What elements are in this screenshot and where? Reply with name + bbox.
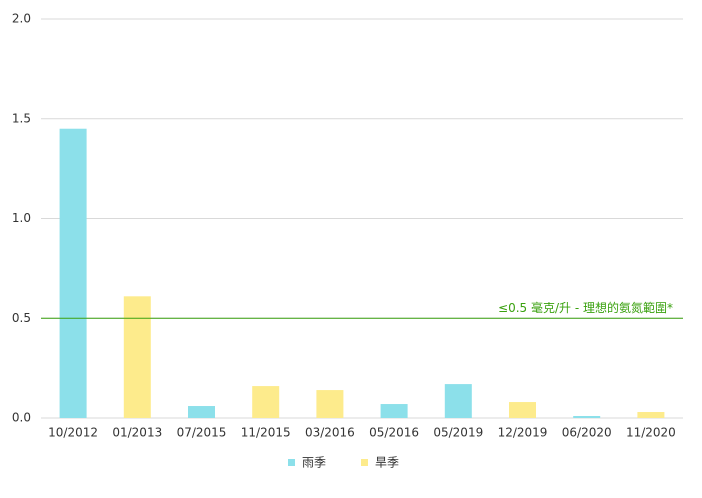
x-tick-label: 03/2016 bbox=[305, 426, 355, 440]
bar bbox=[444, 384, 472, 418]
bar bbox=[252, 386, 280, 418]
bar bbox=[316, 390, 344, 418]
x-tick-label: 06/2020 bbox=[562, 426, 612, 440]
legend-swatch bbox=[361, 459, 368, 466]
bar bbox=[59, 128, 87, 418]
bar bbox=[637, 412, 665, 418]
x-tick-label: 11/2020 bbox=[626, 426, 676, 440]
legend-label: 旱季 bbox=[375, 456, 399, 470]
x-tick-label: 12/2019 bbox=[498, 426, 548, 440]
x-tick-label: 01/2013 bbox=[112, 426, 162, 440]
x-tick-label: 11/2015 bbox=[241, 426, 291, 440]
x-tick-label: 07/2015 bbox=[177, 426, 227, 440]
legend-swatch bbox=[288, 459, 295, 466]
reference-label: ≤0.5 毫克/升 - 理想的氨氮範圍* bbox=[498, 300, 673, 315]
y-tick-label: 0.0 bbox=[12, 411, 31, 425]
legend-label: 雨季 bbox=[302, 456, 326, 470]
y-tick-label: 0.5 bbox=[12, 311, 31, 325]
y-tick-label: 1.0 bbox=[12, 211, 31, 225]
bar bbox=[188, 406, 215, 418]
y-tick-label: 2.0 bbox=[12, 12, 31, 26]
bar bbox=[123, 296, 151, 418]
x-tick-label: 05/2016 bbox=[369, 426, 419, 440]
bar bbox=[573, 416, 601, 418]
x-tick-label: 05/2019 bbox=[433, 426, 483, 440]
bar bbox=[380, 404, 408, 418]
bar bbox=[509, 402, 536, 418]
y-tick-label: 1.5 bbox=[12, 111, 31, 125]
x-tick-label: 10/2012 bbox=[48, 426, 98, 440]
